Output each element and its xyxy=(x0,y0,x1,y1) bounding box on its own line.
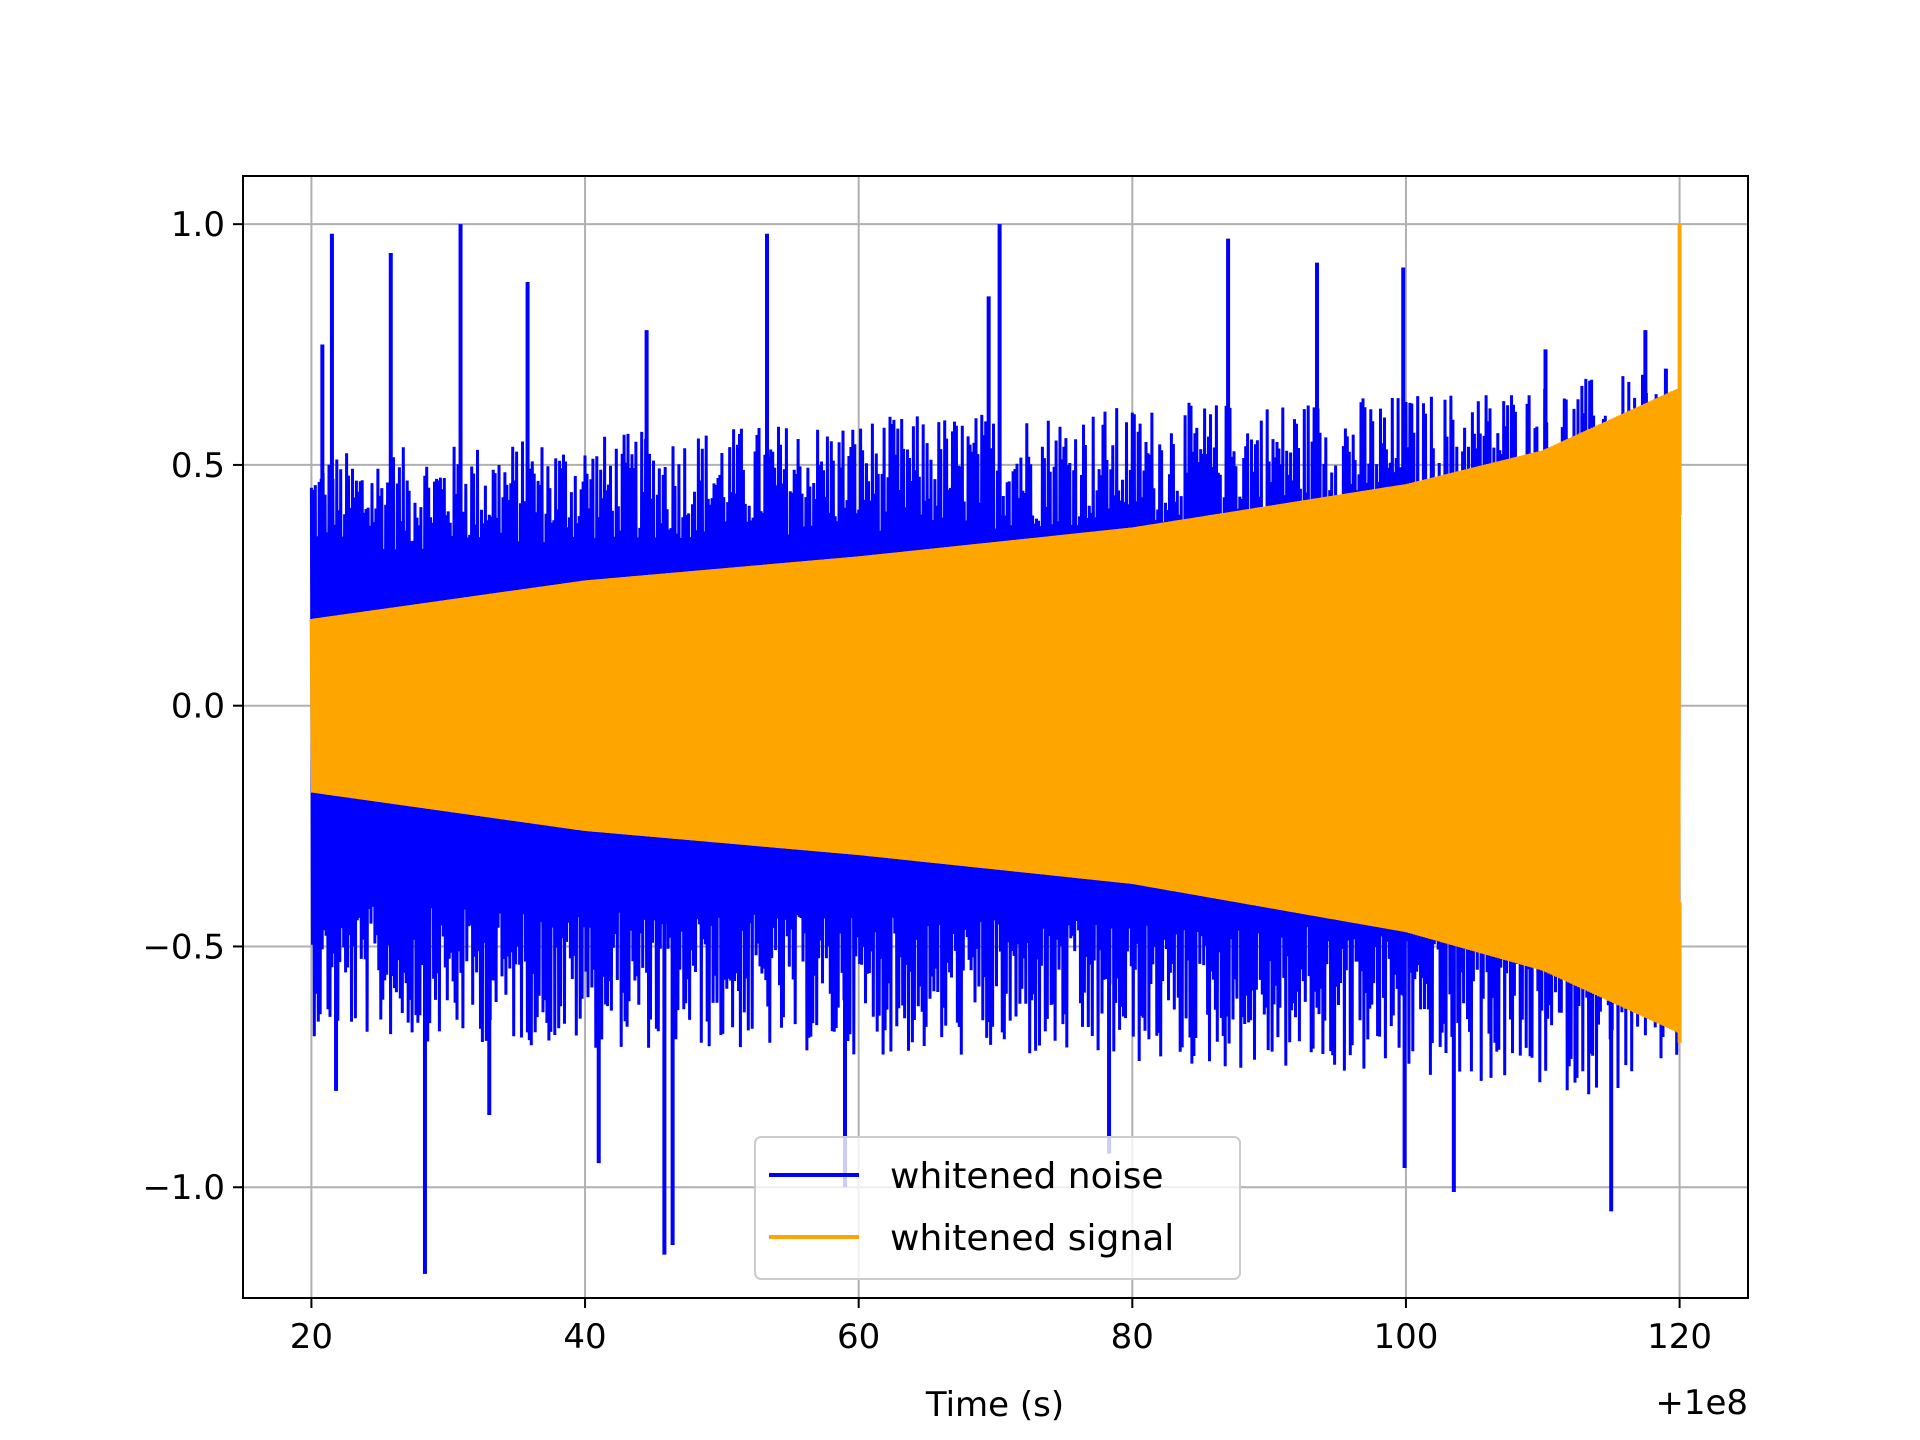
x-tick-label: 80 xyxy=(1111,1317,1154,1357)
x-tick-label: 100 xyxy=(1374,1317,1439,1357)
plot-frame xyxy=(242,175,1749,1299)
y-tick-label: 1.0 xyxy=(171,205,225,245)
x-axis: 20 40 60 80 100 120 xyxy=(290,1298,1712,1357)
series-band xyxy=(311,387,1680,1034)
y-tick-label: −0.5 xyxy=(142,927,225,967)
x-axis-label: Time (s) xyxy=(925,1385,1064,1425)
legend-box xyxy=(754,1136,1241,1280)
y-tick-label: −1.0 xyxy=(142,1168,225,1208)
y-tick-label: 0.5 xyxy=(171,446,225,486)
x-tick-label: 120 xyxy=(1647,1317,1712,1357)
legend: whitened noise whitened signal xyxy=(754,1136,1241,1280)
y-axis: 1.0 0.5 0.0 −0.5 −1.0 xyxy=(142,205,243,1208)
x-tick-label: 40 xyxy=(563,1317,606,1357)
x-offset-label: +1e8 xyxy=(1655,1383,1748,1423)
legend-label: whitened signal xyxy=(890,1218,1174,1259)
legend-label: whitened noise xyxy=(890,1156,1164,1197)
series-layer xyxy=(309,224,1682,1274)
x-tick-label: 20 xyxy=(290,1317,333,1357)
x-tick-label: 60 xyxy=(837,1317,880,1357)
series-whitened-signal xyxy=(309,224,1682,1043)
y-tick-label: 0.0 xyxy=(171,687,225,727)
